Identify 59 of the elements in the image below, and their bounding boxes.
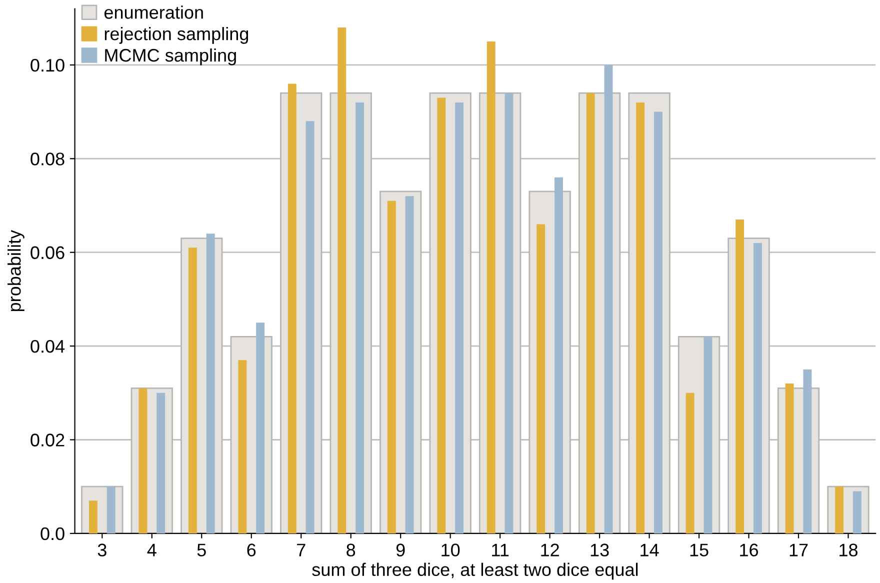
bar [88,500,98,534]
bar [156,392,166,534]
bar [636,102,645,534]
bar [554,177,563,534]
x-tick-label: 14 [640,544,659,556]
bar [256,322,265,534]
bar [338,27,346,534]
bar [486,42,496,534]
x-tick-label: 8 [346,544,356,556]
bar [536,224,546,534]
bar [835,486,844,534]
bar [437,98,446,534]
x-tick-label: 3 [98,544,106,556]
x-tick-label: 13 [590,544,609,556]
x-tick-label: 15 [690,544,708,556]
bar [852,491,862,534]
bar [138,388,148,534]
bar [604,64,613,534]
bar [736,220,744,534]
x-tick-label: 11 [492,544,509,556]
y-tick-label: 0.0 [40,527,64,540]
bar [504,93,514,534]
x-tick-label: 16 [740,544,758,556]
y-tick-label: 0.06 [30,246,64,260]
y-tick-label: 0.04 [30,340,65,353]
bar [586,93,595,534]
x-tick-label: 9 [396,544,405,556]
x-tick-label: 17 [790,544,808,556]
x-tick-label: 5 [197,544,206,556]
bar [238,360,247,534]
y-axis-title: probability [8,230,24,312]
bar [704,336,712,534]
x-tick-label: 10 [442,544,460,556]
bar [654,112,662,534]
y-tick-label: 0.02 [30,434,64,446]
bar [785,384,794,534]
bar [753,242,762,534]
y-tick-label: 0.08 [30,152,64,166]
bar [306,121,314,534]
x-tick-label: 6 [247,544,256,556]
bar [106,486,116,534]
bar [288,84,296,534]
bar [188,248,197,534]
x-axis-title: sum of three dice, at least two dice equal [312,562,638,580]
bar [803,369,812,534]
x-tick-label: 4 [147,544,156,556]
legend-label: rejection sampling [104,27,248,44]
bar [387,200,396,534]
x-tick-label: 18 [840,544,858,556]
bar [455,102,464,534]
bar [356,102,364,534]
legend-label: MCMC sampling [105,48,236,66]
bar [405,196,414,534]
bar [206,234,215,534]
x-tick-label: 7 [297,544,306,556]
x-tick-label: 12 [541,544,559,556]
bar [686,392,694,534]
legend-label: enumeration [104,6,203,19]
y-tick-label: 0.10 [30,58,64,72]
